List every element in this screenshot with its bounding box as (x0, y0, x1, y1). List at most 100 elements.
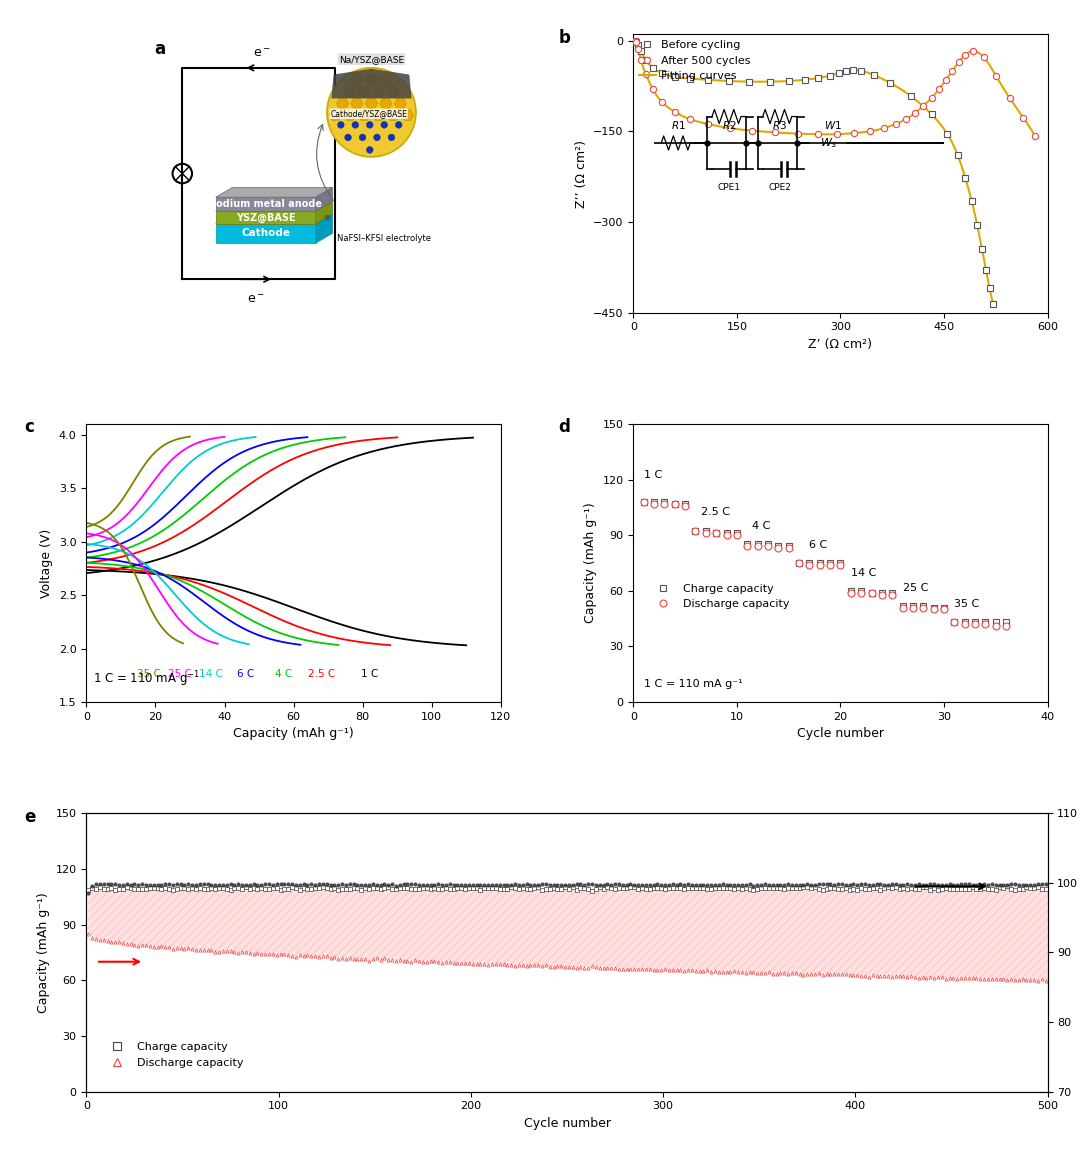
Before cycling (854, 64, 867, 78)
Point (714, 963, 731, 981)
Point (899, 967, 916, 986)
Text: Na/YSZ@BASE: Na/YSZ@BASE (339, 55, 404, 63)
Charge capacity (896, 599, 909, 612)
Point (514, 879, 531, 897)
Point (553, 880, 570, 899)
After 500 cycles (634, 53, 647, 67)
Point (667, 961, 685, 979)
Point (149, 879, 166, 897)
Point (561, 880, 578, 899)
Discharge capacity (813, 558, 826, 572)
Point (168, 880, 186, 899)
Point (487, 955, 504, 973)
X-axis label: Z’ (Ω cm²): Z’ (Ω cm²) (809, 338, 873, 350)
Point (711, 963, 728, 981)
Point (983, 879, 1000, 897)
Point (214, 879, 231, 897)
Point (283, 947, 300, 965)
Point (780, 965, 797, 984)
Point (607, 880, 624, 899)
Point (241, 943, 258, 962)
Point (152, 938, 170, 956)
Point (199, 880, 216, 899)
Charge capacity (658, 495, 671, 509)
Point (453, 954, 470, 972)
Line: Charge capacity: Charge capacity (640, 499, 1010, 626)
Point (795, 878, 812, 896)
Point (649, 879, 666, 897)
Y-axis label: Capacity (mAh g⁻¹): Capacity (mAh g⁻¹) (584, 502, 597, 624)
Point (406, 880, 423, 899)
Point (299, 879, 316, 897)
Text: b: b (558, 29, 570, 47)
Point (1014, 880, 1031, 899)
Point (145, 879, 162, 897)
Point (376, 879, 393, 897)
Point (526, 879, 543, 897)
After 500 cycles (629, 34, 642, 48)
Point (502, 955, 519, 973)
Point (672, 961, 689, 979)
Point (99, 880, 117, 899)
Text: 6 C: 6 C (809, 540, 827, 550)
Point (287, 948, 305, 966)
Point (1010, 971, 1027, 989)
Before cycling (630, 34, 643, 48)
Point (699, 961, 716, 979)
Text: Cathode: Cathode (241, 229, 291, 238)
Point (257, 944, 274, 963)
Point (379, 878, 396, 896)
Before cycling (951, 148, 964, 162)
Charge capacity (741, 538, 754, 552)
Point (299, 946, 316, 964)
Point (445, 880, 462, 899)
Point (403, 954, 420, 972)
Text: 1 C: 1 C (644, 470, 662, 479)
Point (576, 879, 593, 897)
Point (964, 969, 982, 987)
Point (272, 880, 289, 899)
Circle shape (366, 147, 373, 153)
Point (591, 878, 608, 896)
Point (529, 878, 546, 896)
Polygon shape (394, 98, 406, 109)
Discharge capacity (969, 617, 982, 631)
Point (341, 880, 359, 899)
Point (441, 953, 458, 971)
Point (568, 880, 585, 899)
Point (337, 880, 354, 899)
Point (860, 967, 877, 986)
Before cycling (904, 90, 917, 103)
Point (245, 944, 262, 963)
Point (753, 964, 770, 982)
Point (980, 880, 997, 899)
Point (906, 880, 923, 899)
Point (110, 933, 127, 951)
Point (937, 879, 955, 897)
Point (837, 879, 854, 897)
Point (987, 880, 1004, 899)
Point (415, 953, 432, 971)
Point (580, 958, 597, 977)
Fitting curves (930, 113, 943, 126)
Discharge capacity (637, 495, 650, 509)
Point (883, 967, 901, 986)
Point (679, 879, 697, 897)
Point (860, 880, 877, 899)
Point (238, 943, 255, 962)
Point (845, 879, 862, 897)
Point (334, 880, 351, 899)
Point (403, 879, 420, 897)
Point (114, 880, 132, 899)
Point (356, 879, 374, 897)
Charge capacity (937, 601, 950, 615)
Point (118, 935, 135, 954)
Point (103, 879, 120, 897)
Point (802, 879, 820, 897)
Point (337, 949, 354, 967)
Point (230, 944, 247, 963)
Text: 25 C: 25 C (903, 583, 928, 593)
Point (615, 879, 632, 897)
Point (418, 953, 435, 971)
Point (248, 943, 266, 962)
